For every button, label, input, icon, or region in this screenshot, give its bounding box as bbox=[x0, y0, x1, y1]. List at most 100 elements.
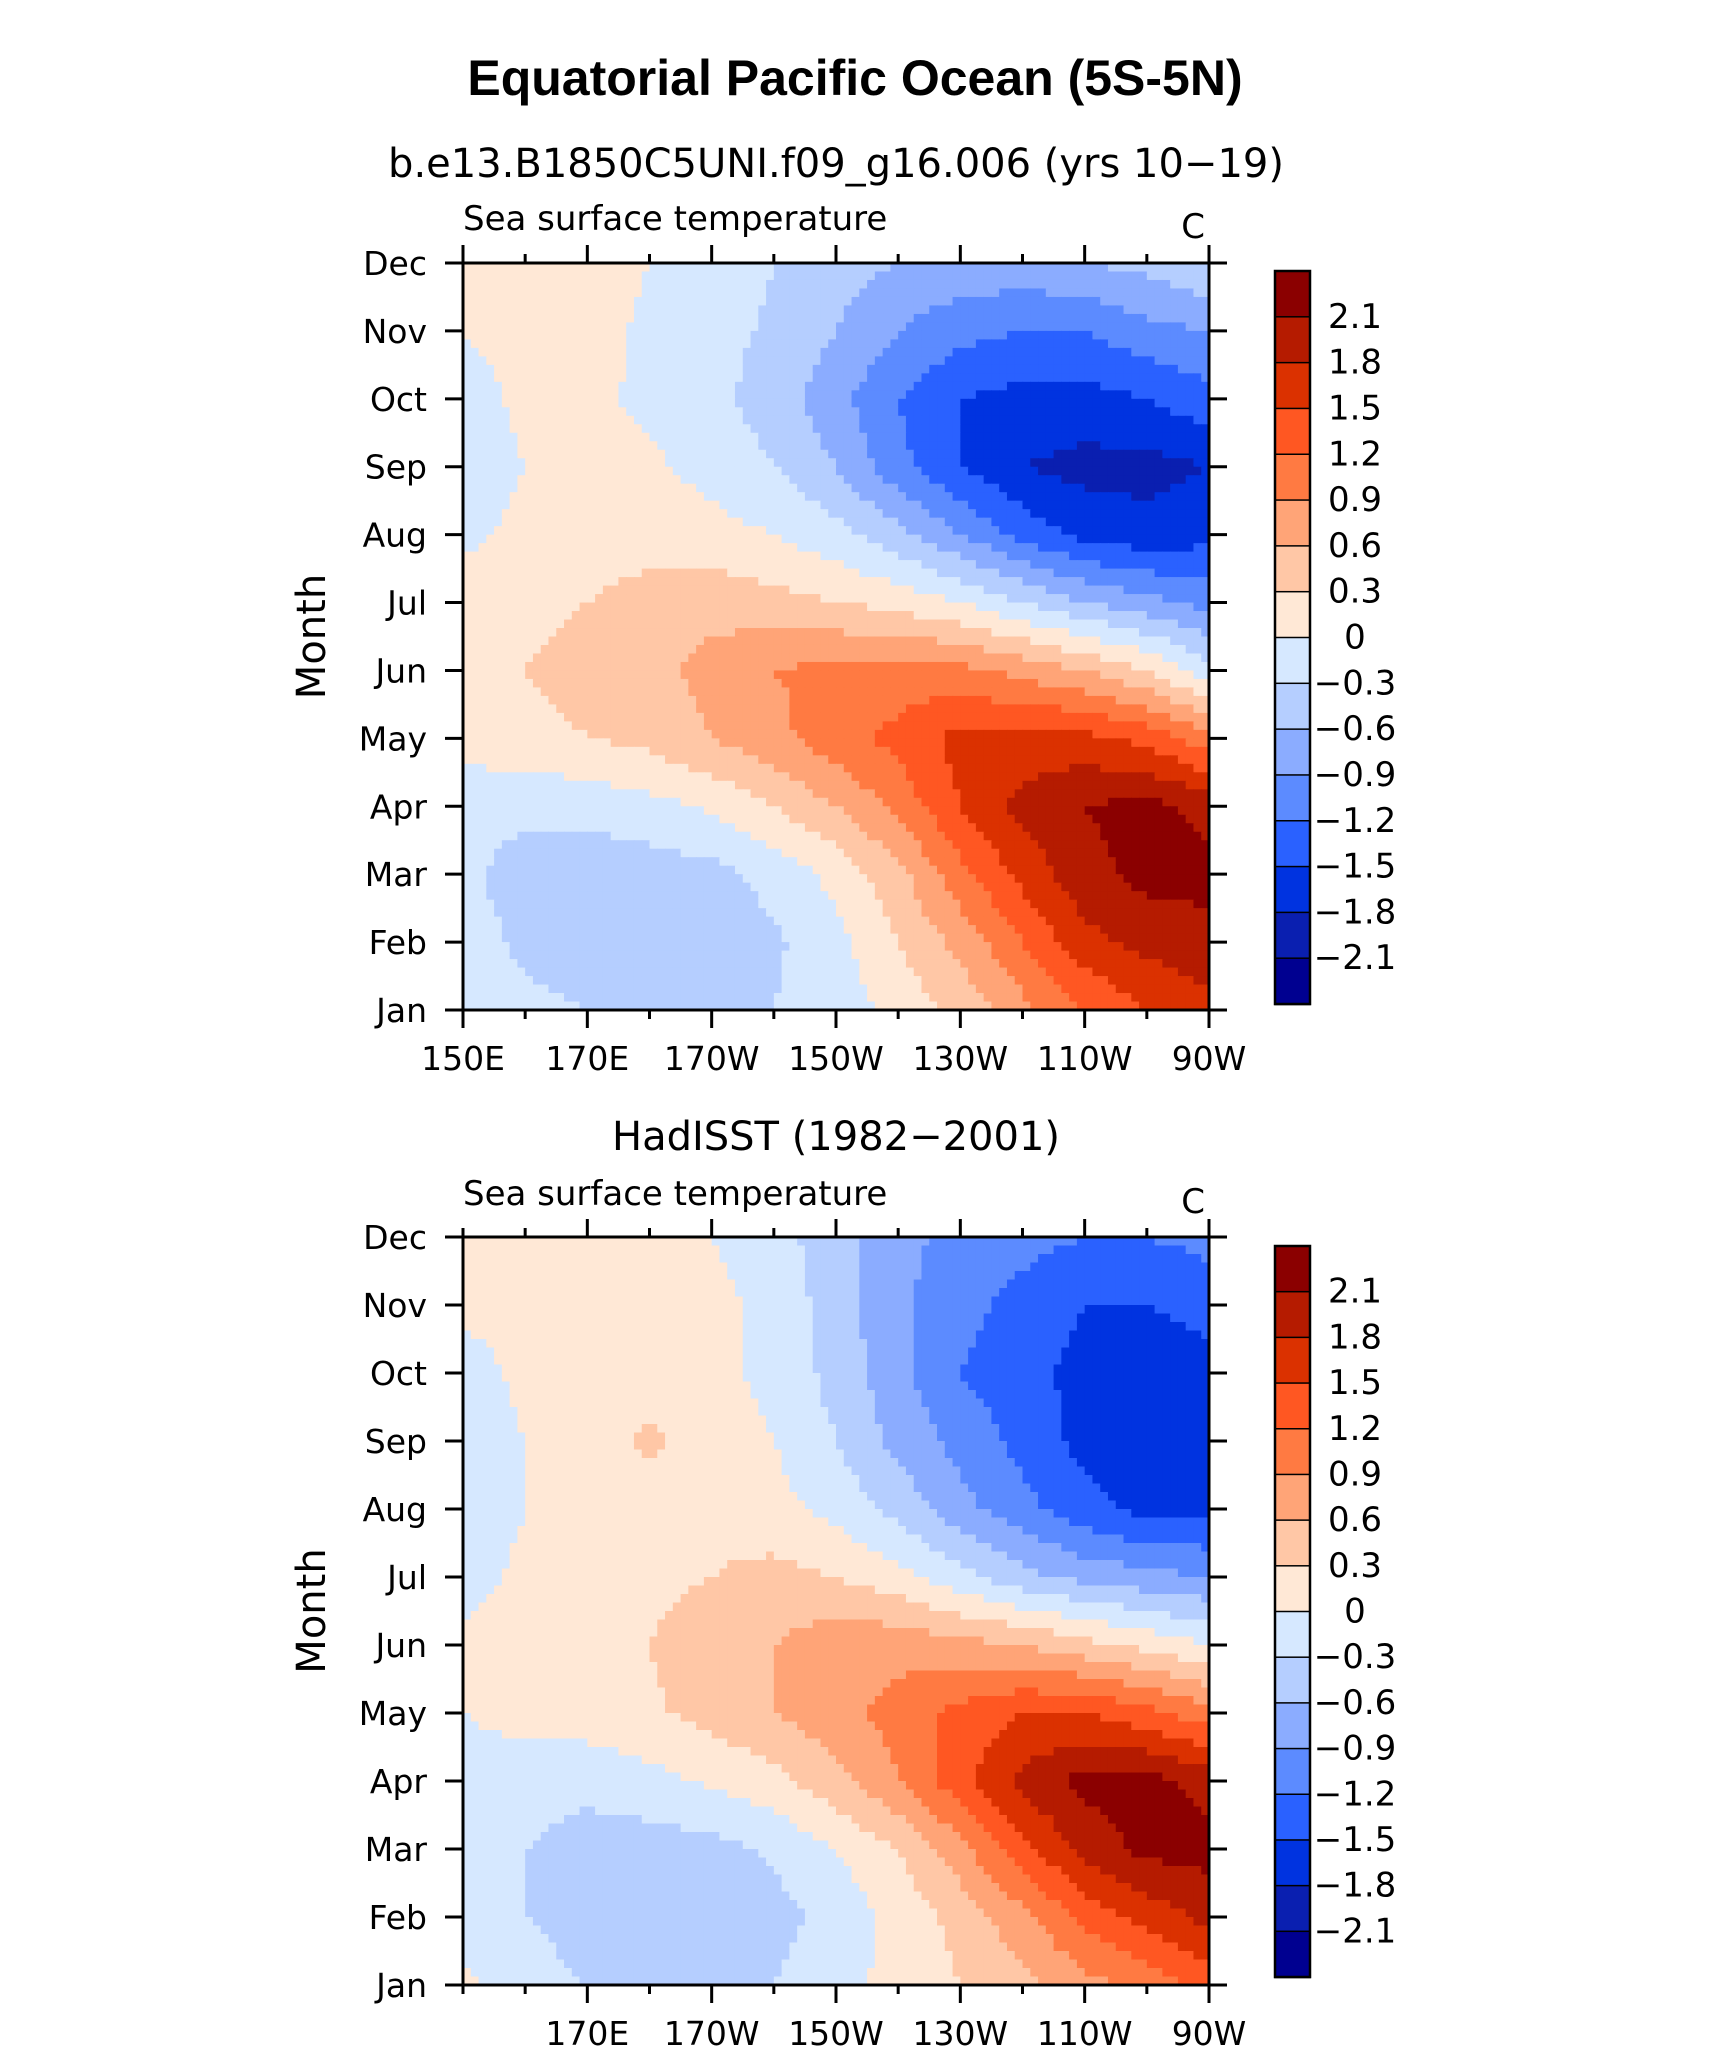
contour-cell bbox=[1100, 330, 1109, 340]
contour-cell bbox=[1014, 551, 1024, 561]
contour-cell bbox=[1170, 381, 1179, 391]
contour-cell bbox=[494, 687, 503, 697]
contour-cell bbox=[1100, 347, 1109, 357]
contour-cell bbox=[758, 305, 767, 315]
contour-cell bbox=[797, 492, 806, 502]
contour-cell bbox=[633, 509, 643, 519]
contour-cell bbox=[1170, 483, 1179, 493]
contour-cell bbox=[1107, 492, 1117, 502]
contour-cell bbox=[781, 526, 790, 536]
contour-cell bbox=[913, 347, 923, 357]
contour-cell bbox=[1053, 330, 1062, 340]
contour-cell bbox=[867, 602, 876, 612]
contour-cell bbox=[1139, 271, 1148, 281]
contour-cell bbox=[859, 271, 868, 281]
contour-cell bbox=[968, 407, 977, 417]
contour-cell bbox=[1139, 449, 1148, 459]
contour-cell bbox=[587, 577, 596, 587]
contour-cell bbox=[1006, 551, 1016, 561]
contour-cell bbox=[1107, 543, 1117, 553]
contour-cell bbox=[1038, 560, 1047, 570]
contour-cell bbox=[781, 288, 790, 298]
contour-cell bbox=[633, 381, 643, 391]
contour-cell bbox=[1069, 466, 1078, 476]
contour-cell bbox=[688, 611, 697, 621]
contour-cell bbox=[657, 458, 666, 468]
contour-cell bbox=[727, 458, 736, 468]
contour-cell bbox=[641, 415, 651, 425]
contour-cell bbox=[1123, 653, 1132, 663]
contour-cell bbox=[1053, 347, 1062, 357]
contour-cell bbox=[1185, 695, 1195, 706]
contour-cell bbox=[587, 636, 596, 646]
contour-cell bbox=[1201, 687, 1210, 697]
contour-cell bbox=[463, 313, 472, 324]
contour-cell bbox=[463, 687, 472, 697]
contour-cell bbox=[532, 568, 542, 578]
contour-cell bbox=[983, 288, 993, 298]
contour-cell bbox=[851, 449, 860, 459]
contour-cell bbox=[1177, 390, 1187, 400]
contour-cell bbox=[703, 390, 713, 400]
contour-cell bbox=[1201, 441, 1210, 451]
contour-cell bbox=[859, 661, 868, 672]
contour-cell bbox=[463, 296, 472, 307]
contour-cell bbox=[633, 585, 643, 595]
contour-cell bbox=[672, 432, 682, 442]
contour-cell bbox=[812, 398, 822, 408]
contour-cell bbox=[494, 364, 503, 374]
contour-cell bbox=[672, 661, 682, 672]
contour-cell bbox=[463, 670, 472, 680]
contour-cell bbox=[595, 628, 604, 638]
contour-cell bbox=[758, 644, 767, 655]
contour-cell bbox=[960, 611, 969, 621]
contour-cell bbox=[1014, 687, 1024, 697]
contour-cell bbox=[975, 339, 985, 349]
contour-cell bbox=[758, 628, 767, 638]
contour-cell bbox=[968, 356, 977, 366]
contour-cell bbox=[1146, 509, 1156, 519]
contour-cell bbox=[843, 339, 853, 349]
contour-cell bbox=[665, 347, 674, 357]
contour-cell bbox=[517, 313, 526, 324]
contour-cell bbox=[750, 543, 759, 553]
contour-cell bbox=[898, 398, 907, 408]
contour-cell bbox=[836, 492, 845, 502]
contour-cell bbox=[1022, 509, 1031, 519]
contour-cell bbox=[921, 543, 930, 553]
contour-cell bbox=[1177, 551, 1187, 561]
contour-cell bbox=[470, 509, 480, 519]
contour-cell bbox=[548, 628, 557, 638]
contour-cell bbox=[587, 687, 596, 697]
contour-cell bbox=[882, 263, 891, 273]
contour-cell bbox=[968, 594, 977, 604]
contour-cell bbox=[867, 560, 876, 570]
contour-cell bbox=[1177, 644, 1187, 655]
contour-cell bbox=[734, 551, 744, 561]
contour-cell bbox=[587, 653, 596, 663]
contour-cell bbox=[828, 305, 837, 315]
contour-cell bbox=[1139, 695, 1148, 706]
contour-cell bbox=[463, 424, 472, 434]
contour-cell bbox=[688, 636, 697, 646]
contour-cell bbox=[1061, 551, 1070, 561]
contour-cell bbox=[836, 670, 845, 680]
contour-cell bbox=[1185, 398, 1195, 408]
contour-cell bbox=[975, 619, 985, 629]
contour-cell bbox=[836, 687, 845, 697]
contour-cell bbox=[602, 339, 612, 349]
contour-cell bbox=[797, 619, 806, 629]
contour-cell bbox=[649, 526, 658, 536]
contour-cell bbox=[649, 594, 658, 604]
contour-cell bbox=[851, 517, 860, 527]
contour-cell bbox=[758, 441, 767, 451]
contour-cell bbox=[517, 271, 526, 281]
contour-cell bbox=[571, 661, 581, 672]
contour-cell bbox=[470, 449, 480, 459]
contour-cell bbox=[867, 322, 876, 332]
contour-cell bbox=[913, 695, 923, 706]
contour-cell bbox=[820, 415, 829, 425]
contour-cell bbox=[1084, 543, 1094, 553]
contour-cell bbox=[579, 670, 588, 680]
contour-cell bbox=[1193, 305, 1202, 315]
